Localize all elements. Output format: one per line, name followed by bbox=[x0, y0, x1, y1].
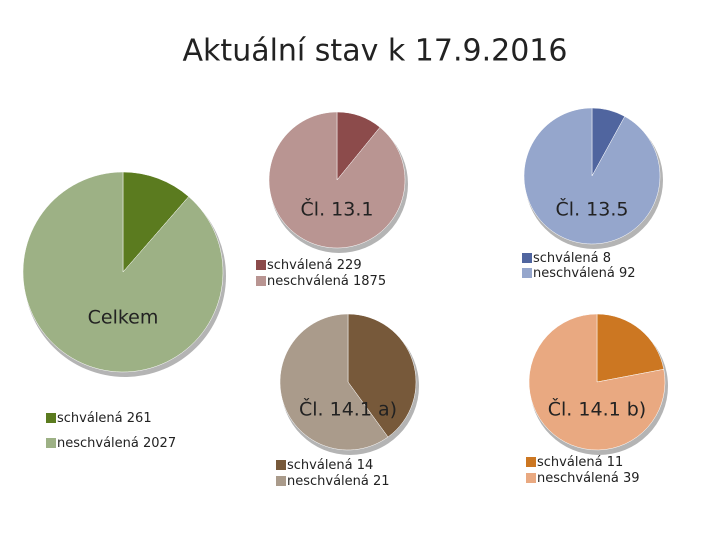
page-title: Aktuální stav k 17.9.2016 bbox=[183, 34, 568, 69]
legend-swatch bbox=[526, 457, 536, 467]
legend-label: neschválená 1875 bbox=[267, 274, 386, 289]
legend-swatch bbox=[526, 473, 536, 483]
pie-title: Čl. 13.5 bbox=[556, 197, 629, 221]
legend-category: schválená bbox=[287, 458, 353, 473]
legend-value: 229 bbox=[337, 258, 362, 273]
pie-title: Čl. 14.1 b) bbox=[548, 397, 646, 421]
legend-swatch bbox=[522, 253, 532, 263]
legend-category: schválená bbox=[267, 258, 333, 273]
pie-slice bbox=[528, 313, 666, 451]
pie-title: Čl. 13.1 bbox=[301, 197, 374, 221]
legend-value: 92 bbox=[619, 266, 636, 281]
pie-slice bbox=[122, 171, 190, 273]
legend-swatch bbox=[276, 476, 286, 486]
legend-label: neschválená 21 bbox=[287, 474, 390, 489]
pie-slice bbox=[596, 313, 665, 383]
legend-category: schválená bbox=[533, 251, 599, 266]
pie-slice bbox=[523, 107, 661, 245]
legend-swatch bbox=[276, 460, 286, 470]
legend-value: 39 bbox=[623, 471, 640, 486]
legend-category: neschválená bbox=[267, 274, 349, 289]
legend-swatch bbox=[46, 413, 56, 423]
pie-slice bbox=[279, 313, 389, 451]
legend-label: schválená 14 bbox=[287, 458, 373, 473]
legend-label: schválená 8 bbox=[533, 251, 611, 266]
legend-value: 14 bbox=[357, 458, 374, 473]
legend-label: neschválená 2027 bbox=[57, 436, 176, 451]
legend-category: neschválená bbox=[57, 436, 139, 451]
legend-value: 8 bbox=[603, 251, 611, 266]
legend-swatch bbox=[46, 438, 56, 448]
legend-label: schválená 229 bbox=[267, 258, 362, 273]
legend-label: schválená 11 bbox=[537, 455, 623, 470]
legend-value: 11 bbox=[607, 455, 624, 470]
pie-slice bbox=[268, 111, 406, 249]
legend-category: schválená bbox=[57, 411, 123, 426]
legend-category: neschválená bbox=[287, 474, 369, 489]
legend-swatch bbox=[256, 260, 266, 270]
legend-value: 21 bbox=[373, 474, 390, 489]
legend-swatch bbox=[256, 276, 266, 286]
legend-value: 2027 bbox=[143, 436, 176, 451]
legend-label: neschválená 39 bbox=[537, 471, 640, 486]
legend-label: schválená 261 bbox=[57, 411, 152, 426]
legend-value: 261 bbox=[127, 411, 152, 426]
legend-category: neschválená bbox=[533, 266, 615, 281]
pie-slice bbox=[22, 171, 224, 373]
pie-slice bbox=[347, 313, 417, 438]
legend-category: neschválená bbox=[537, 471, 619, 486]
legend-value: 1875 bbox=[353, 274, 386, 289]
legend-label: neschválená 92 bbox=[533, 266, 636, 281]
legend-swatch bbox=[522, 268, 532, 278]
pie-title: Celkem bbox=[88, 307, 159, 329]
pie-title: Čl. 14.1 a) bbox=[299, 397, 397, 421]
legend-category: schválená bbox=[537, 455, 603, 470]
